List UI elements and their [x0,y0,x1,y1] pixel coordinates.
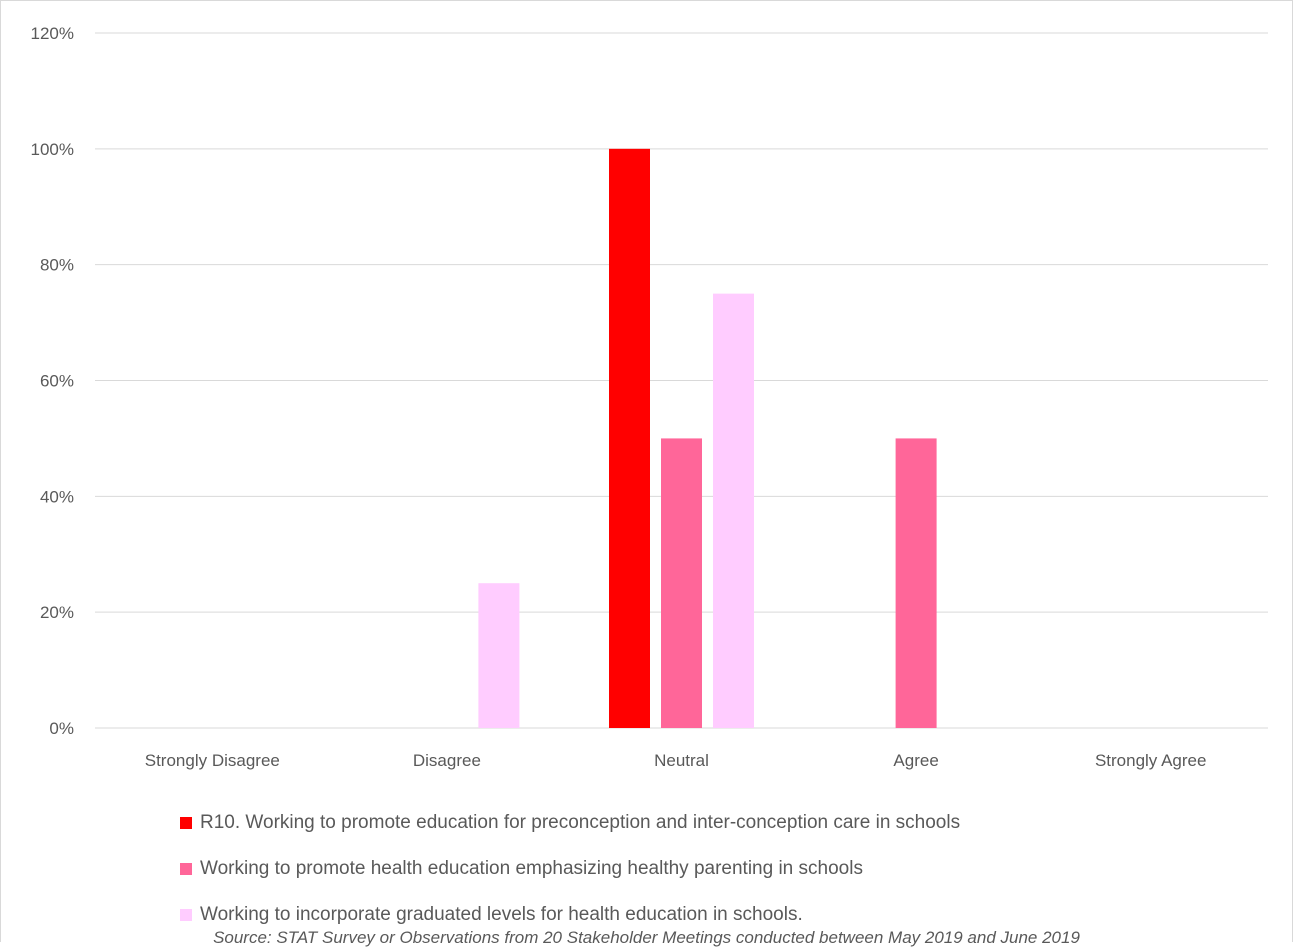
y-tick-label: 20% [40,603,74,622]
y-tick-label: 80% [40,256,74,275]
y-tick-label: 0% [49,719,74,738]
legend-item-series-2: Working to promote health education emph… [180,846,960,892]
legend: R10. Working to promote education for pr… [180,800,960,938]
bar-series-2-neutral [661,438,702,728]
legend-label-series-3: Working to incorporate graduated levels … [200,904,803,925]
x-tick-label: Disagree [413,751,481,770]
y-tick-label: 100% [31,140,74,159]
x-tick-label: Strongly Agree [1095,751,1207,770]
legend-swatch-series-3 [180,909,192,921]
legend-item-series-1: R10. Working to promote education for pr… [180,800,960,846]
bar-series-1-neutral [609,148,650,729]
x-tick-label: Agree [893,751,938,770]
y-tick-label: 120% [31,24,74,43]
legend-item-series-3: Working to incorporate graduated levels … [180,892,960,938]
bar-series-3-disagree [478,583,520,728]
bar-chart: 0% 20% 40% 60% 80% 100% 120% Strongly Disagree D… [31,24,1268,770]
bar-series-2-agree [895,438,937,728]
source-note: Source: STAT Survey or Observations from… [213,928,1080,947]
bar-series-3-neutral [713,293,754,728]
legend-label-series-2: Working to promote health education emph… [200,858,863,879]
legend-swatch-series-2 [180,863,192,875]
x-tick-label: Neutral [654,751,709,770]
y-tick-label: 60% [40,372,74,391]
y-tick-label: 40% [40,487,74,506]
x-tick-label: Strongly Disagree [145,751,280,770]
legend-label-series-1: R10. Working to promote education for pr… [200,812,961,833]
legend-swatch-series-1 [180,817,192,829]
